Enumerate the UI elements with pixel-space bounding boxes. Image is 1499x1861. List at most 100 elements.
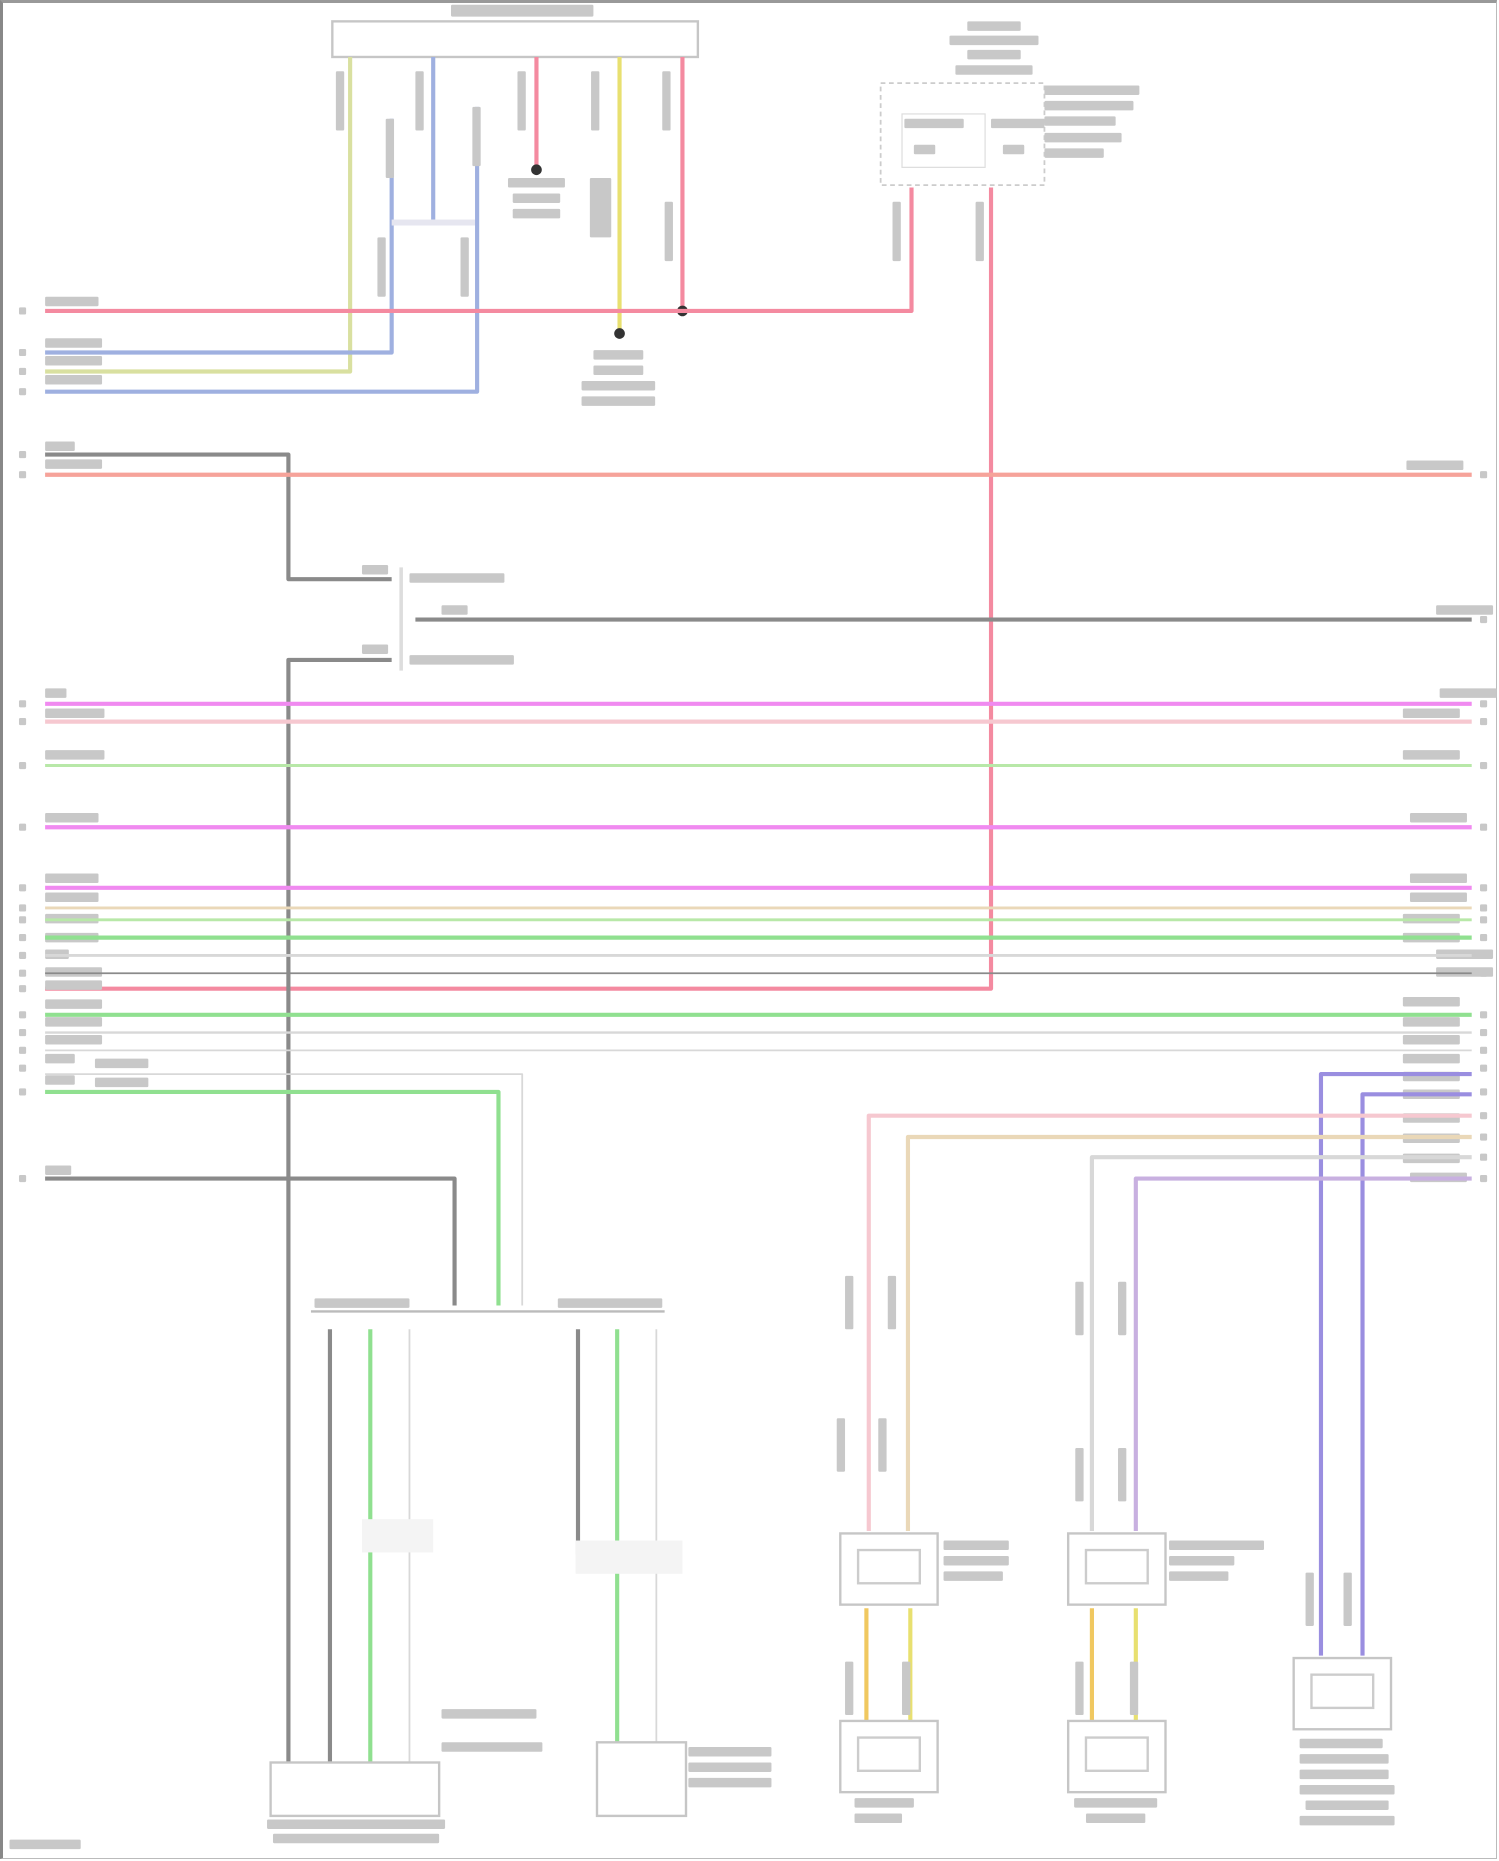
module-connector-blur-2 (575, 1540, 683, 1574)
wire-purple-1 (1318, 1072, 1472, 1656)
wire-label-block (1305, 1800, 1389, 1810)
wire-label-block (1169, 1571, 1229, 1581)
wire-code-label (45, 813, 99, 823)
wire-code-label (45, 1165, 72, 1175)
pin-number-block (1480, 1046, 1488, 1054)
relay-contact-box (901, 113, 986, 168)
wire-dark-gray-down (45, 1176, 457, 1306)
wire-dark-gray-1 (45, 452, 392, 582)
wire-label-block (512, 208, 561, 219)
wire-light-gray-down (45, 1073, 524, 1306)
wire-label-block (967, 49, 1021, 60)
wire-label-block (581, 380, 656, 391)
wire-code-label (1436, 605, 1494, 615)
vertical-wire-label (335, 71, 345, 131)
pin-number-block (18, 1088, 27, 1096)
vertical-wire-label (1305, 1572, 1314, 1626)
wire-label-block (441, 1742, 543, 1752)
module-connector-blur (361, 1519, 434, 1553)
wire-code-label (45, 338, 103, 348)
wire-label-block (1002, 144, 1025, 155)
pin-number-block (1480, 1011, 1488, 1019)
wire-code-label (1402, 1017, 1460, 1027)
speaker-left-rear (839, 1719, 939, 1794)
wire-code-label (1402, 1034, 1460, 1045)
vertical-wire-label (1118, 1447, 1127, 1502)
wire-label-block (361, 644, 389, 654)
wire-purple-2 (1360, 1092, 1472, 1656)
pin-number-block (18, 916, 27, 924)
vertical-wire-label (415, 71, 424, 131)
wire-red-relay (45, 187, 994, 991)
pin-number-block (1480, 1029, 1488, 1037)
vertical-wire-label (1129, 1661, 1139, 1716)
vertical-wire-label (472, 106, 481, 167)
pin-number-block (1480, 884, 1488, 892)
top-module-box (331, 20, 700, 59)
wire-lavender-speaker (1133, 1176, 1472, 1532)
vertical-wire-label (975, 201, 984, 262)
wire-code-label (45, 441, 75, 452)
pin-number-block (18, 904, 27, 912)
pin-number-block (1480, 1112, 1488, 1120)
wire-label-block (955, 65, 1033, 75)
pin-number-block (1480, 1153, 1488, 1161)
pin-number-block (1480, 615, 1488, 624)
wire-code-label (94, 1077, 149, 1088)
wire-code-label (1406, 460, 1464, 470)
vertical-wire-label (1075, 1281, 1084, 1336)
pin-number-block (18, 471, 27, 479)
wire-code-label (1402, 1053, 1460, 1064)
vertical-wire-label (878, 1418, 887, 1472)
wire-label-block (943, 1571, 1003, 1581)
wire-label-block (409, 573, 505, 583)
pin-number-block (18, 388, 27, 396)
wire-code-label (1409, 873, 1467, 884)
wire-label-block (314, 1298, 410, 1308)
pin-number-block (18, 700, 27, 708)
pin-number-block (1480, 718, 1488, 726)
wire-code-label (45, 980, 103, 990)
wire-code-label (45, 688, 67, 698)
bottom-left-module (269, 1761, 441, 1818)
vertical-wire-label (1075, 1447, 1084, 1502)
pin-number-block (18, 1046, 27, 1054)
wire-code-label (45, 1017, 103, 1027)
speaker-right-rear-extra (1292, 1656, 1393, 1731)
wire-label-block (991, 118, 1045, 129)
wire-label-block (949, 35, 1039, 46)
pin-number-block (18, 884, 27, 892)
wire-code-label (94, 1058, 149, 1069)
pin-number-block (1480, 471, 1488, 479)
pin-number-block (18, 823, 27, 831)
footer-code-block (9, 1839, 81, 1850)
wire-label-block (272, 1833, 440, 1844)
wire-label-block (1044, 100, 1134, 111)
pin-number-block (18, 951, 27, 959)
pin-number-block (18, 761, 27, 770)
wire-red-main (45, 187, 914, 314)
speaker-icon (856, 1736, 922, 1772)
wire-yellow-green (45, 56, 353, 374)
pin-number-block (1480, 904, 1488, 912)
pin-number-block (1480, 1088, 1488, 1096)
wire-label-block (1169, 1540, 1265, 1551)
pin-number-block (1480, 1174, 1488, 1183)
wire-label-block (688, 1747, 772, 1757)
wire-code-label (45, 1034, 103, 1045)
wire-code-label (45, 356, 103, 366)
pin-number-block (18, 307, 27, 315)
wire-code-label (1436, 967, 1494, 977)
wire-label-block (1044, 116, 1116, 126)
wire-label-block (913, 144, 936, 155)
speaker-icon (1084, 1736, 1149, 1772)
relay-title-block (967, 21, 1021, 31)
wire-code-label (45, 459, 103, 469)
pin-number-block (18, 969, 27, 977)
wire-label-block (1169, 1555, 1235, 1566)
wire-code-label (45, 892, 99, 903)
pin-number-block (18, 1011, 27, 1019)
wire-label-block (1299, 1754, 1389, 1764)
pin-number-block (18, 1064, 27, 1072)
